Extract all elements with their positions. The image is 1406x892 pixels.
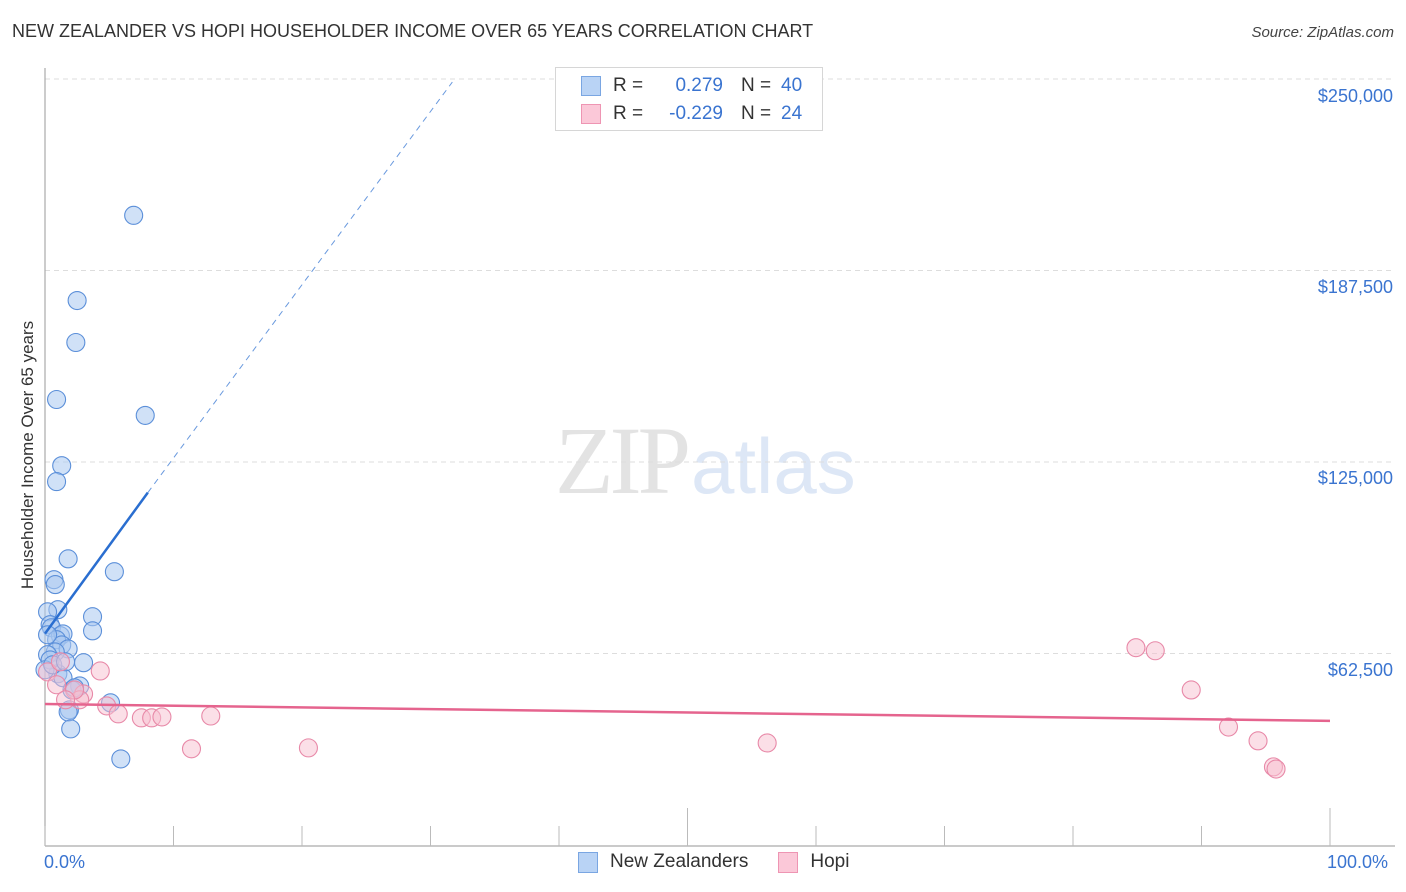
- r-value: 0.279: [675, 75, 723, 96]
- data-point: [66, 332, 86, 353]
- gridlines: [45, 78, 1395, 654]
- r-label: R =: [613, 103, 644, 124]
- data-point: [1266, 759, 1286, 779]
- r-value: -0.229: [669, 103, 723, 124]
- legend-row-new-zealanders: R = 0.279 N = 40: [556, 72, 802, 100]
- data-point: [108, 704, 128, 724]
- data-point: [38, 625, 58, 645]
- legend-item-hopi[interactable]: Hopi: [778, 851, 849, 873]
- data-point: [67, 290, 87, 311]
- pink-swatch-icon: [581, 104, 601, 124]
- correlation-legend: R = 0.279 N = 40 R = -0.229 N = 24: [555, 67, 823, 131]
- legend-label: New Zealanders: [610, 851, 749, 872]
- data-point: [201, 706, 221, 726]
- chart-title: NEW ZEALANDER VS HOPI HOUSEHOLDER INCOME…: [12, 21, 814, 41]
- r-label: R =: [613, 75, 644, 96]
- axes: [44, 68, 1395, 847]
- data-point: [111, 749, 131, 769]
- data-point: [61, 719, 81, 739]
- n-value: 40: [781, 75, 803, 96]
- n-value: 24: [781, 103, 803, 124]
- trend-lines: [43, 81, 1331, 723]
- legend-item-new-zealanders[interactable]: New Zealanders: [578, 851, 748, 873]
- data-point: [104, 562, 124, 582]
- data-point: [298, 738, 318, 758]
- data-point: [47, 389, 67, 410]
- y-axis-label: Householder Income Over 65 years: [18, 320, 37, 590]
- data-point: [152, 707, 172, 727]
- data-point: [124, 205, 144, 225]
- data-point: [74, 653, 94, 673]
- data-point: [1181, 680, 1201, 700]
- y-tick-187500: $187,500: [1317, 277, 1393, 297]
- data-point: [757, 733, 777, 753]
- legend-row-hopi: R = -0.229 N = 24: [556, 100, 802, 128]
- source-label: Source: ZipAtlas.com: [1251, 24, 1394, 41]
- blue-swatch-icon: [578, 851, 598, 873]
- data-point: [56, 690, 76, 710]
- data-point: [47, 472, 67, 492]
- data-point: [135, 405, 155, 425]
- watermark-atlas: atlas: [691, 422, 856, 510]
- data-point: [58, 549, 78, 569]
- trend-line-hopi: [44, 702, 1331, 723]
- blue-swatch-icon: [581, 76, 601, 96]
- y-tick-250000: $250,000: [1317, 86, 1393, 106]
- series-hopi: [38, 638, 1286, 779]
- data-point: [47, 675, 67, 695]
- data-point: [45, 575, 65, 595]
- data-point: [1218, 717, 1239, 737]
- n-label: N =: [741, 75, 772, 96]
- data-point: [90, 661, 110, 681]
- y-tick-125000: $125,000: [1317, 468, 1393, 488]
- data-point: [1248, 731, 1268, 751]
- trend-line-new-zealanders-extrapolated: [147, 81, 453, 493]
- watermark-zip: ZIP: [555, 407, 691, 514]
- y-tick-62500: $62,500: [1327, 660, 1393, 680]
- legend-label: Hopi: [810, 851, 850, 872]
- data-point: [50, 652, 70, 672]
- pink-swatch-icon: [778, 851, 799, 873]
- data-point: [52, 456, 72, 476]
- data-point: [181, 739, 202, 759]
- data-point: [1126, 638, 1146, 658]
- trend-line-new-zealanders: [43, 491, 149, 635]
- x-tick-100: 100.0%: [1327, 852, 1389, 872]
- data-point: [1145, 641, 1165, 661]
- n-label: N =: [741, 103, 772, 124]
- data-point: [82, 621, 103, 641]
- watermark-logo: ZIPatlas: [555, 405, 856, 516]
- x-tick-0: 0.0%: [44, 852, 86, 872]
- series-legend: New Zealanders Hopi: [578, 851, 879, 873]
